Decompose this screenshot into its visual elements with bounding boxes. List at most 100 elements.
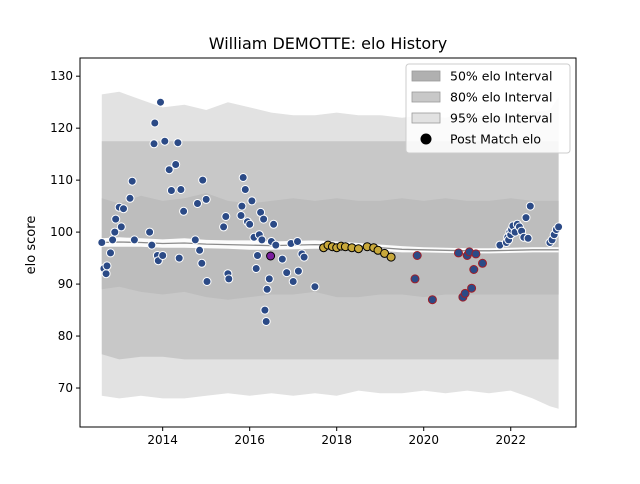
data-point [108, 235, 118, 245]
data-point [236, 211, 246, 220]
data-point [282, 268, 292, 278]
data-point [262, 284, 272, 294]
legend-swatch [411, 91, 441, 103]
data-point [116, 222, 126, 232]
data-point [176, 185, 186, 194]
legend-swatch [411, 112, 441, 124]
plot-area: 2014 2016 2018 2020 2022 70 80 90 100 110 120 130 [50, 57, 577, 447]
data-point [219, 222, 229, 232]
legend-label: 95% elo Interval [450, 111, 552, 126]
legend-label: 50% elo Interval [450, 69, 552, 84]
data-point [238, 173, 248, 182]
data-point [119, 204, 128, 214]
data-point [179, 206, 189, 216]
data-point [271, 240, 281, 250]
series-3 [266, 251, 276, 261]
data-point [195, 245, 205, 255]
data-point [106, 248, 115, 258]
data-point [240, 185, 250, 194]
data-point [190, 235, 200, 245]
data-point [299, 252, 309, 262]
chart-title: William DEMOTTE: elo History [209, 34, 448, 53]
y-tick-label: 120 [50, 121, 73, 135]
data-point [221, 212, 231, 221]
y-tick-label: 70 [58, 381, 73, 395]
data-point [97, 238, 107, 247]
legend-label: 80% elo Interval [450, 90, 552, 105]
data-point [198, 175, 208, 185]
data-point [160, 136, 170, 146]
data-point [125, 193, 135, 203]
data-point [310, 282, 320, 292]
legend-swatch [411, 70, 441, 82]
data-point [260, 305, 270, 315]
y-tick-label: 80 [58, 329, 73, 343]
legend-marker [420, 133, 432, 145]
data-point [164, 165, 174, 175]
data-point [386, 252, 396, 262]
data-point [266, 251, 276, 261]
data-point [129, 235, 139, 245]
legend: 50% elo Interval 80% elo Interval 95% elo … [405, 63, 571, 154]
series-1 [410, 247, 487, 305]
data-point [261, 317, 271, 326]
y-tick-label: 100 [50, 225, 73, 239]
plot-clip-group [97, 91, 564, 409]
data-point [523, 233, 533, 243]
data-point [166, 186, 176, 195]
y-tick-label: 130 [50, 69, 73, 83]
data-point [197, 258, 207, 268]
data-point [264, 274, 274, 284]
data-point [149, 139, 159, 149]
data-point [251, 264, 261, 273]
series-2 [319, 240, 396, 262]
data-point [102, 261, 112, 271]
data-point [410, 274, 420, 284]
data-point [202, 277, 212, 286]
data-point [145, 227, 155, 237]
x-tick-label: 2018 [321, 433, 352, 447]
data-point [460, 288, 470, 298]
data-point [525, 201, 535, 211]
axes-frame [79, 57, 577, 428]
data-point [253, 251, 262, 260]
data-point [150, 118, 160, 128]
data-point [156, 97, 165, 107]
data-point [269, 219, 279, 229]
legend-box [405, 63, 571, 154]
data-point [554, 222, 564, 232]
data-point [412, 251, 422, 260]
data-point [257, 235, 267, 245]
data-point [288, 277, 298, 286]
data-point [201, 194, 211, 204]
x-tick-label: 2014 [147, 433, 178, 447]
x-tick-label: 2016 [234, 433, 265, 447]
data-point [111, 214, 121, 224]
data-point [521, 213, 531, 223]
y-tick-label: 90 [58, 277, 73, 291]
data-point [127, 176, 137, 186]
data-point [259, 214, 269, 224]
data-point [247, 196, 257, 206]
data-point [471, 249, 481, 259]
data-point [173, 138, 183, 148]
y-tick-label: 110 [50, 173, 73, 187]
data-point [224, 274, 234, 284]
data-point [354, 244, 363, 254]
legend-label: Post Match elo [450, 132, 541, 147]
data-point [101, 269, 111, 279]
data-point [427, 295, 437, 305]
data-point [147, 240, 157, 250]
data-point [245, 219, 255, 229]
x-tick-label: 2020 [408, 433, 439, 447]
data-point [467, 283, 477, 293]
data-point [171, 160, 181, 169]
x-tick-label: 2022 [495, 433, 526, 447]
data-point [454, 248, 463, 258]
data-point [158, 251, 168, 260]
series-0 [97, 97, 564, 326]
data-point [174, 253, 184, 263]
data-point [277, 254, 287, 264]
